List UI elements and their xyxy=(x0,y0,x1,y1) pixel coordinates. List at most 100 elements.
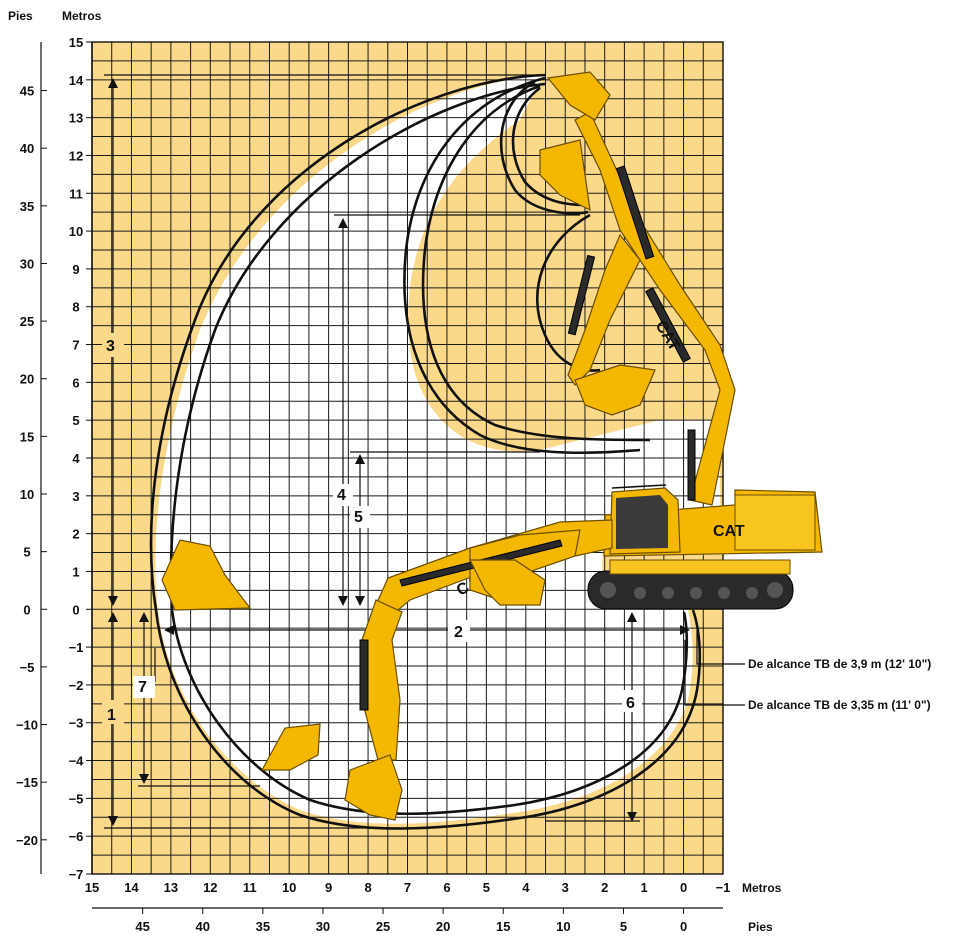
track xyxy=(587,570,794,610)
x-meters-tick: 15 xyxy=(85,880,99,895)
legend-outer: De alcance TB de 3,9 m (12' 10") xyxy=(748,657,931,671)
callout-4: 4 xyxy=(337,487,346,504)
y-feet-tick: 45 xyxy=(20,84,34,99)
callout-5: 5 xyxy=(354,509,363,526)
x-feet-tick: 30 xyxy=(316,919,330,934)
x-meters-tick: 5 xyxy=(483,880,490,895)
bucket-mid xyxy=(574,364,656,416)
x-feet-tick: 5 xyxy=(620,919,627,934)
upper-stick xyxy=(567,233,641,386)
y-feet-tick: 25 xyxy=(20,314,34,329)
x-meters-tick: 10 xyxy=(282,880,296,895)
outer-envelope xyxy=(149,73,702,830)
legend: De alcance TB de 3,9 m (12' 10") De alca… xyxy=(684,630,931,712)
bucket-near-track xyxy=(469,559,546,606)
bucket-bottom xyxy=(344,754,403,821)
x-meters-tick: 9 xyxy=(325,880,332,895)
x-meters-tick: 6 xyxy=(443,880,450,895)
y-meters-tick: 15 xyxy=(69,35,83,50)
dimension-lines xyxy=(104,74,690,829)
y-meters-tick: 7 xyxy=(72,338,79,353)
x-feet-tick: 45 xyxy=(135,919,149,934)
y-meters-tick: 1 xyxy=(72,564,79,579)
bucket-left-low xyxy=(260,723,321,771)
x-feet-tick: 0 xyxy=(680,919,687,934)
bucket-top xyxy=(546,71,611,121)
upper-curl xyxy=(499,80,589,215)
y-feet-tick: 30 xyxy=(20,256,34,271)
x-meters-tick: 12 xyxy=(203,880,217,895)
inner-envelope xyxy=(169,82,689,816)
upper-curl-inner xyxy=(511,86,586,207)
x-feet-tick: 35 xyxy=(256,919,270,934)
x-meters-tick: 3 xyxy=(562,880,569,895)
y-meters-tick: 8 xyxy=(72,300,79,315)
callout-2: 2 xyxy=(454,624,463,641)
y-feet-tick: 0 xyxy=(23,602,30,617)
y-feet-tick: 20 xyxy=(20,372,34,387)
tick-labels: 1514131211109876543210−1−2−3−4−5−6−74540… xyxy=(16,35,730,934)
left-feet-title: Pies xyxy=(8,9,33,23)
y-meters-tick: −5 xyxy=(69,791,84,806)
top-loop-inner xyxy=(421,84,651,442)
y-meters-tick: 4 xyxy=(72,451,80,466)
excavator: CAT CAT CAT xyxy=(161,71,823,821)
y-feet-tick: 5 xyxy=(23,545,30,560)
x-meters-tick: 8 xyxy=(364,880,371,895)
y-meters-tick: 13 xyxy=(69,111,83,126)
y-feet-tick: −5 xyxy=(20,660,35,675)
y-meters-tick: 9 xyxy=(72,262,79,277)
x-meters-tick: 7 xyxy=(404,880,411,895)
y-meters-tick: −7 xyxy=(69,867,84,882)
x-meters-tick: 1 xyxy=(641,880,648,895)
callout-1: 1 xyxy=(107,707,116,724)
y-meters-tick: 0 xyxy=(72,602,79,617)
y-feet-tick: 10 xyxy=(20,487,34,502)
y-meters-tick: 12 xyxy=(69,148,83,163)
y-feet-tick: −15 xyxy=(16,775,38,790)
bucket-upper xyxy=(539,139,591,212)
legend-inner: De alcance TB de 3,35 m (11' 0") xyxy=(748,698,931,712)
y-meters-tick: −3 xyxy=(69,716,84,731)
bottom-meters-title: Metros xyxy=(742,881,782,895)
y-feet-tick: 35 xyxy=(20,199,34,214)
y-meters-tick: −1 xyxy=(69,640,84,655)
y-meters-tick: 11 xyxy=(69,186,83,201)
callout-7: 7 xyxy=(138,679,147,696)
y-feet-tick: −10 xyxy=(16,718,38,733)
bucket-reach xyxy=(161,539,252,611)
x-feet-tick: 40 xyxy=(196,919,210,934)
y-feet-tick: −20 xyxy=(16,833,38,848)
x-meters-tick: −1 xyxy=(716,880,731,895)
x-meters-tick: 13 xyxy=(164,880,178,895)
x-meters-tick: 14 xyxy=(124,880,139,895)
x-meters-tick: 11 xyxy=(243,880,257,895)
y-meters-tick: 3 xyxy=(72,489,79,504)
y-feet-tick: 40 xyxy=(20,141,34,156)
body-brand-logo: CAT xyxy=(713,523,745,540)
x-meters-tick: 4 xyxy=(522,880,530,895)
y-meters-tick: 5 xyxy=(72,413,79,428)
y-meters-tick: 2 xyxy=(72,527,79,542)
bottom-feet-title: Pies xyxy=(748,920,773,934)
y-meters-tick: 6 xyxy=(72,375,79,390)
left-meters-title: Metros xyxy=(62,9,102,23)
y-meters-tick: −2 xyxy=(69,678,84,693)
x-feet-tick: 15 xyxy=(496,919,510,934)
y-meters-tick: −4 xyxy=(69,754,85,769)
x-meters-tick: 2 xyxy=(601,880,608,895)
x-feet-tick: 20 xyxy=(436,919,450,934)
x-meters-tick: 0 xyxy=(680,880,687,895)
x-feet-tick: 10 xyxy=(556,919,570,934)
digging-envelopes xyxy=(149,73,702,830)
x-feet-tick: 25 xyxy=(376,919,390,934)
callout-3: 3 xyxy=(106,338,115,355)
y-feet-tick: 15 xyxy=(20,429,34,444)
callout-labels: 1 2 3 4 5 6 7 xyxy=(102,333,642,724)
y-meters-tick: 10 xyxy=(69,224,83,239)
envelope-fill xyxy=(155,75,720,824)
y-meters-tick: 14 xyxy=(69,73,84,88)
callout-6: 6 xyxy=(626,695,635,712)
y-meters-tick: −6 xyxy=(69,829,84,844)
